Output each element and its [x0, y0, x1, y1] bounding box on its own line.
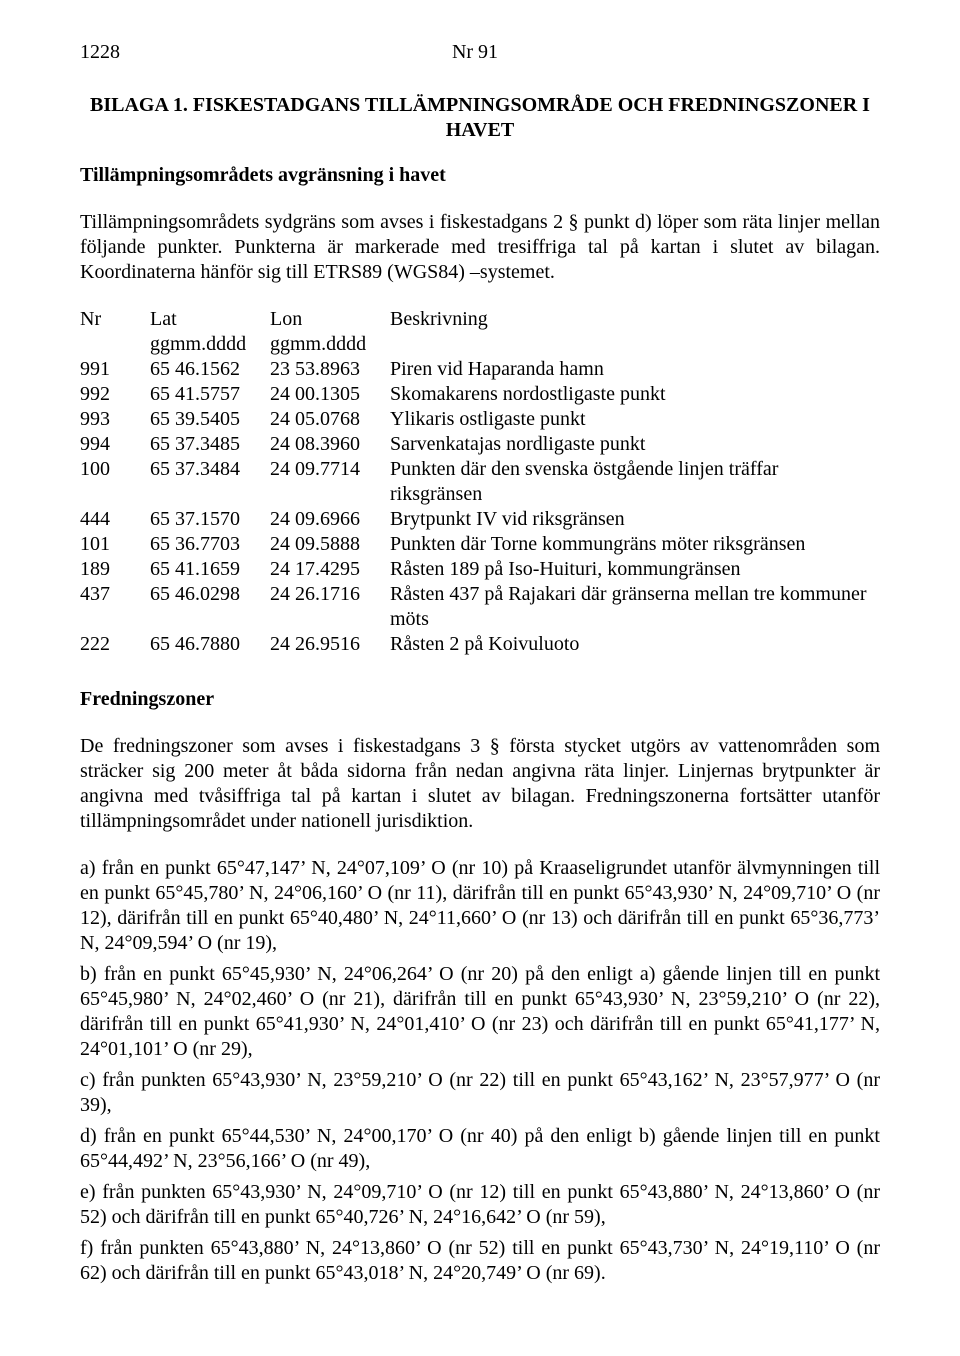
page-number: 1228 — [80, 40, 120, 65]
table-row: 189 65 41.1659 24 17.4295 Råsten 189 på … — [80, 557, 880, 582]
header-row: 1228 Nr 91 — [80, 40, 880, 65]
cell-nr: 100 — [80, 457, 150, 507]
col-lat: Lat — [150, 307, 270, 332]
cell-nr: 101 — [80, 532, 150, 557]
unit-nr — [80, 332, 150, 357]
zone-item-a: a) från en punkt 65°47,147’ N, 24°07,109… — [80, 856, 880, 956]
col-lon: Lon — [270, 307, 390, 332]
unit-beskr — [390, 332, 880, 357]
section2-paragraph: De fredningszoner som avses i fiskestadg… — [80, 734, 880, 834]
table-row: 101 65 36.7703 24 09.5888 Punkten där To… — [80, 532, 880, 557]
cell-nr: 992 — [80, 382, 150, 407]
zone-item-c: c) från punkten 65°43,930’ N, 23°59,210’… — [80, 1068, 880, 1118]
cell-beskr: Råsten 189 på Iso-Huituri, kommungränsen — [390, 557, 880, 582]
table-row: 991 65 46.1562 23 53.8963 Piren vid Hapa… — [80, 357, 880, 382]
cell-lon: 24 00.1305 — [270, 382, 390, 407]
cell-lat: 65 41.5757 — [150, 382, 270, 407]
cell-lat: 65 46.0298 — [150, 582, 270, 632]
cell-beskr: Piren vid Haparanda hamn — [390, 357, 880, 382]
cell-beskr: Råsten 2 på Koivuluoto — [390, 632, 880, 657]
cell-lat: 65 46.7880 — [150, 632, 270, 657]
cell-nr: 993 — [80, 407, 150, 432]
title-line-1: BILAGA 1. FISKESTADGANS TILLÄMPNINGSOMRÅ… — [80, 93, 880, 118]
cell-lat: 65 37.1570 — [150, 507, 270, 532]
cell-lat: 65 41.1659 — [150, 557, 270, 582]
table-row: 992 65 41.5757 24 00.1305 Skomakarens no… — [80, 382, 880, 407]
cell-lat: 65 46.1562 — [150, 357, 270, 382]
cell-nr: 189 — [80, 557, 150, 582]
zone-item-f: f) från punkten 65°43,880’ N, 24°13,860’… — [80, 1236, 880, 1286]
cell-nr: 991 — [80, 357, 150, 382]
cell-nr: 444 — [80, 507, 150, 532]
table-header-row: Nr Lat Lon Beskrivning — [80, 307, 880, 332]
table-row: 222 65 46.7880 24 26.9516 Råsten 2 på Ko… — [80, 632, 880, 657]
cell-lon: 24 26.9516 — [270, 632, 390, 657]
table-row: 437 65 46.0298 24 26.1716 Råsten 437 på … — [80, 582, 880, 632]
table-row: 444 65 37.1570 24 09.6966 Brytpunkt IV v… — [80, 507, 880, 532]
section1-paragraph: Tillämpningsområdets sydgräns som avses … — [80, 210, 880, 285]
zone-item-b: b) från en punkt 65°45,930’ N, 24°06,264… — [80, 962, 880, 1062]
section2-heading: Fredningszoner — [80, 687, 880, 712]
cell-lat: 65 36.7703 — [150, 532, 270, 557]
cell-lat: 65 39.5405 — [150, 407, 270, 432]
cell-beskr: Brytpunkt IV vid riksgränsen — [390, 507, 880, 532]
cell-lon: 24 26.1716 — [270, 582, 390, 632]
cell-nr: 222 — [80, 632, 150, 657]
cell-beskr: Punkten där Torne kommungräns möter riks… — [390, 532, 880, 557]
table-row: 100 65 37.3484 24 09.7714 Punkten där de… — [80, 457, 880, 507]
cell-nr: 994 — [80, 432, 150, 457]
table-unit-row: ggmm.dddd ggmm.dddd — [80, 332, 880, 357]
cell-beskr: Råsten 437 på Rajakari där gränserna mel… — [390, 582, 880, 632]
page: 1228 Nr 91 BILAGA 1. FISKESTADGANS TILLÄ… — [0, 0, 960, 1356]
cell-nr: 437 — [80, 582, 150, 632]
cell-beskr: Ylikaris ostligaste punkt — [390, 407, 880, 432]
unit-lat: ggmm.dddd — [150, 332, 270, 357]
col-nr: Nr — [80, 307, 150, 332]
table-row: 994 65 37.3485 24 08.3960 Sarvenkatajas … — [80, 432, 880, 457]
zone-item-e: e) från punkten 65°43,930’ N, 24°09,710’… — [80, 1180, 880, 1230]
cell-lat: 65 37.3485 — [150, 432, 270, 457]
cell-lon: 24 09.7714 — [270, 457, 390, 507]
cell-lon: 24 17.4295 — [270, 557, 390, 582]
unit-lon: ggmm.dddd — [270, 332, 390, 357]
section1-heading: Tillämpningsområdets avgränsning i havet — [80, 163, 880, 188]
cell-lon: 23 53.8963 — [270, 357, 390, 382]
coordinates-table: Nr Lat Lon Beskrivning ggmm.dddd ggmm.dd… — [80, 307, 880, 657]
header-spacer — [830, 40, 880, 65]
col-beskr: Beskrivning — [390, 307, 880, 332]
cell-lon: 24 05.0768 — [270, 407, 390, 432]
cell-lon: 24 09.5888 — [270, 532, 390, 557]
cell-beskr: Skomakarens nordostligaste punkt — [390, 382, 880, 407]
cell-lon: 24 08.3960 — [270, 432, 390, 457]
cell-lon: 24 09.6966 — [270, 507, 390, 532]
attachment-title: BILAGA 1. FISKESTADGANS TILLÄMPNINGSOMRÅ… — [80, 93, 880, 143]
document-number: Nr 91 — [452, 40, 498, 65]
cell-beskr: Sarvenkatajas nordligaste punkt — [390, 432, 880, 457]
zone-item-d: d) från en punkt 65°44,530’ N, 24°00,170… — [80, 1124, 880, 1174]
cell-lat: 65 37.3484 — [150, 457, 270, 507]
title-line-2: HAVET — [80, 118, 880, 143]
table-row: 993 65 39.5405 24 05.0768 Ylikaris ostli… — [80, 407, 880, 432]
cell-beskr: Punkten där den svenska östgående linjen… — [390, 457, 880, 507]
